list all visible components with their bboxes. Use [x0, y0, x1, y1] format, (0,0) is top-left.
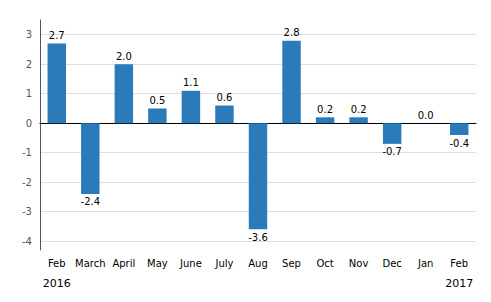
svg-text:-0.4: -0.4 [449, 138, 469, 149]
svg-text:-0.7: -0.7 [382, 146, 402, 157]
svg-text:2: 2 [26, 59, 32, 70]
svg-text:0: 0 [26, 118, 32, 129]
svg-text:0.6: 0.6 [217, 92, 233, 103]
svg-text:March: March [75, 258, 105, 269]
svg-text:May: May [147, 258, 168, 269]
svg-text:0.2: 0.2 [351, 104, 367, 115]
svg-text:-4: -4 [22, 236, 32, 247]
svg-text:Oct: Oct [316, 258, 333, 269]
svg-text:2016: 2016 [43, 277, 71, 290]
svg-text:2.7: 2.7 [49, 30, 65, 41]
svg-text:Aug: Aug [248, 258, 268, 269]
svg-text:3: 3 [26, 29, 32, 40]
svg-text:-3.6: -3.6 [248, 232, 268, 243]
svg-text:2.0: 2.0 [116, 51, 132, 62]
svg-text:0.2: 0.2 [317, 104, 333, 115]
svg-text:Dec: Dec [382, 258, 401, 269]
svg-text:-2.4: -2.4 [81, 196, 101, 207]
svg-text:-2: -2 [22, 177, 32, 188]
svg-text:April: April [112, 258, 135, 269]
svg-text:Feb: Feb [48, 258, 66, 269]
svg-text:Jan: Jan [417, 258, 433, 269]
svg-text:0.5: 0.5 [149, 95, 165, 106]
svg-text:Feb: Feb [450, 258, 468, 269]
svg-text:June: June [179, 258, 202, 269]
svg-text:Nov: Nov [349, 258, 369, 269]
svg-text:July: July [214, 258, 233, 269]
svg-text:2017: 2017 [445, 277, 473, 290]
svg-text:-3: -3 [22, 206, 32, 217]
svg-text:0.0: 0.0 [418, 110, 434, 121]
svg-text:1: 1 [26, 88, 32, 99]
svg-text:-1: -1 [22, 147, 32, 158]
svg-text:Sep: Sep [282, 258, 301, 269]
svg-text:1.1: 1.1 [183, 77, 199, 88]
svg-text:2.8: 2.8 [284, 27, 300, 38]
